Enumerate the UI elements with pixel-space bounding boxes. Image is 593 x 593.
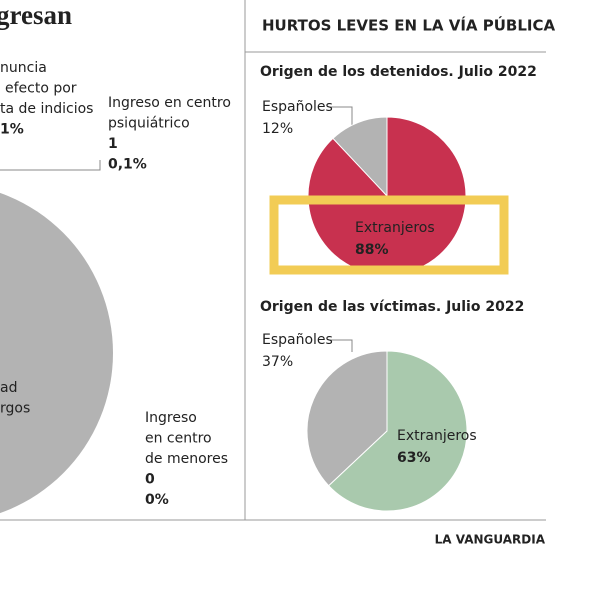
slice-label: de menores xyxy=(145,451,228,467)
value-label: 63% xyxy=(397,450,431,466)
big-slice xyxy=(0,192,113,514)
leader xyxy=(330,106,353,126)
slice-label: Españoles xyxy=(262,99,333,115)
chart-title: Origen de los detenidos. Julio 2022 xyxy=(260,64,537,80)
slice-label: psiquiátrico xyxy=(108,116,190,132)
slice-label: Españoles xyxy=(262,332,333,348)
slice-label: Extranjeros xyxy=(355,220,435,236)
slice-label: efecto por xyxy=(5,81,77,97)
value-label: 0,1% xyxy=(108,157,147,173)
slice-label: nuncia xyxy=(0,60,47,76)
slice-label: ad xyxy=(0,380,17,396)
pie-slice xyxy=(332,116,388,198)
value-label: 12% xyxy=(262,121,293,137)
value-label: 37% xyxy=(262,354,293,370)
count-label: 0 xyxy=(145,472,155,488)
chart-title: Origen de las víctimas. Julio 2022 xyxy=(260,299,524,315)
count-label: 1 xyxy=(108,136,118,152)
source: LA VANGUARDIA xyxy=(435,533,546,547)
pie-slice xyxy=(327,350,468,512)
value-label: 88% xyxy=(355,242,389,258)
highlight xyxy=(269,195,509,275)
left-title: gresan xyxy=(0,0,72,30)
value-label: 1% xyxy=(0,122,24,138)
leader xyxy=(0,160,101,171)
slice-label: en centro xyxy=(145,431,212,447)
header-title: HURTOS LEVES EN LA VÍA PÚBLICA xyxy=(262,16,555,35)
leader xyxy=(330,339,353,352)
value-label: 0% xyxy=(145,492,169,508)
slice-label: Ingreso en centro xyxy=(108,95,231,111)
slice-label: Extranjeros xyxy=(397,428,477,444)
pie-slice xyxy=(306,350,388,487)
slice-label: Ingreso xyxy=(145,410,197,426)
slice-label: ta de indicios xyxy=(0,101,93,117)
slice-label: rgos xyxy=(0,401,30,417)
